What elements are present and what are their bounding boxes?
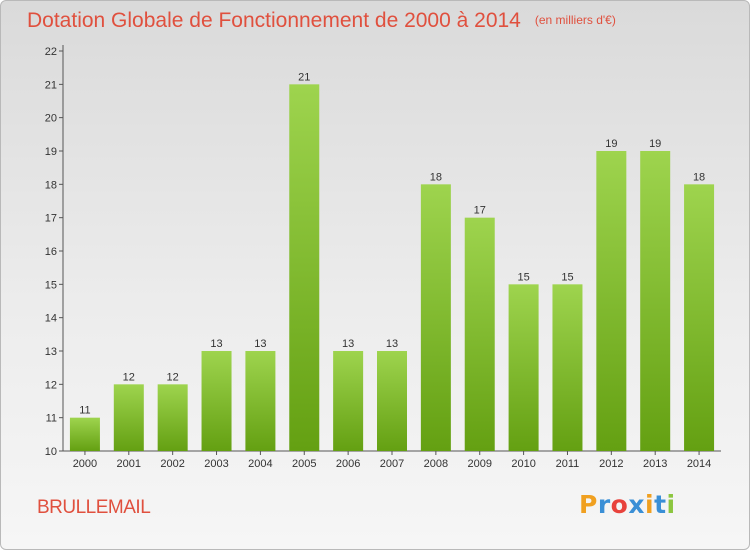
data-label: 15 xyxy=(517,271,529,283)
y-tick-label: 18 xyxy=(45,179,57,191)
data-label: 13 xyxy=(342,338,354,350)
chart-title-text: Dotation Globale de Fonctionnement de 20… xyxy=(27,9,521,32)
logo-letter: t xyxy=(654,490,667,519)
x-tick-label: 2009 xyxy=(467,458,491,470)
x-tick-label: 2012 xyxy=(599,458,623,470)
logo-letter: r xyxy=(597,490,611,519)
y-tick-label: 20 xyxy=(45,113,57,125)
bar xyxy=(552,284,583,451)
y-tick-label: 14 xyxy=(45,313,57,325)
chart-unit: (en milliers d'€) xyxy=(534,13,616,27)
logo-letter: P xyxy=(579,490,598,519)
data-label: 21 xyxy=(298,71,310,83)
bar xyxy=(333,351,364,451)
data-label: 17 xyxy=(474,205,486,217)
x-tick-label: 2011 xyxy=(556,458,580,470)
y-tick-label: 11 xyxy=(46,413,57,425)
bar xyxy=(201,351,232,451)
proxiti-logo: Proxiti xyxy=(579,490,676,519)
y-tick-label: 10 xyxy=(45,446,57,458)
y-tick-label: 21 xyxy=(45,79,57,91)
x-tick-label: 2002 xyxy=(160,458,184,470)
data-label: 13 xyxy=(254,338,266,350)
y-tick-label: 17 xyxy=(45,213,57,225)
data-label: 13 xyxy=(386,338,398,350)
x-tick-label: 2006 xyxy=(336,458,360,470)
x-tick-label: 2007 xyxy=(380,458,404,470)
x-tick-label: 2008 xyxy=(424,458,448,470)
bar xyxy=(640,151,671,451)
data-label: 12 xyxy=(167,371,179,383)
data-label: 13 xyxy=(210,338,222,350)
x-tick-label: 2013 xyxy=(643,458,667,470)
chart-title: Dotation Globale de Fonctionnement de 20… xyxy=(27,9,616,33)
bar xyxy=(377,351,407,451)
y-tick-label: 12 xyxy=(45,379,57,391)
logo-letter: i xyxy=(645,490,655,519)
y-tick-label: 16 xyxy=(45,246,57,258)
y-tick-label: 13 xyxy=(45,346,57,358)
x-tick-label: 2010 xyxy=(511,458,535,470)
data-label: 15 xyxy=(561,271,573,283)
data-label: 18 xyxy=(693,171,705,183)
data-label: 18 xyxy=(430,171,442,183)
bar xyxy=(157,384,188,451)
y-tick-label: 19 xyxy=(45,146,57,158)
x-tick-label: 2005 xyxy=(292,458,316,470)
bar xyxy=(289,84,320,451)
data-label: 19 xyxy=(649,138,661,150)
x-tick-label: 2004 xyxy=(248,458,272,470)
data-label: 19 xyxy=(605,138,617,150)
bar xyxy=(684,184,715,452)
x-tick-label: 2001 xyxy=(117,458,141,470)
x-tick-label: 2003 xyxy=(204,458,228,470)
logo-letter: i xyxy=(666,490,676,519)
x-tick-label: 2014 xyxy=(687,458,711,470)
logo-letter: o xyxy=(610,490,629,519)
bar xyxy=(69,417,100,451)
bar xyxy=(113,384,144,451)
x-tick-label: 2000 xyxy=(73,458,97,470)
data-label: 12 xyxy=(123,371,135,383)
y-tick-label: 22 xyxy=(45,46,57,58)
bar xyxy=(596,151,627,451)
bar xyxy=(245,351,276,451)
bar xyxy=(420,184,451,452)
logo-letter: x xyxy=(628,490,645,519)
bar xyxy=(464,217,495,451)
y-tick-label: 15 xyxy=(45,279,57,291)
data-label: 11 xyxy=(79,405,90,417)
commune-name: BRULLEMAIL xyxy=(37,497,151,518)
bar xyxy=(508,284,539,451)
